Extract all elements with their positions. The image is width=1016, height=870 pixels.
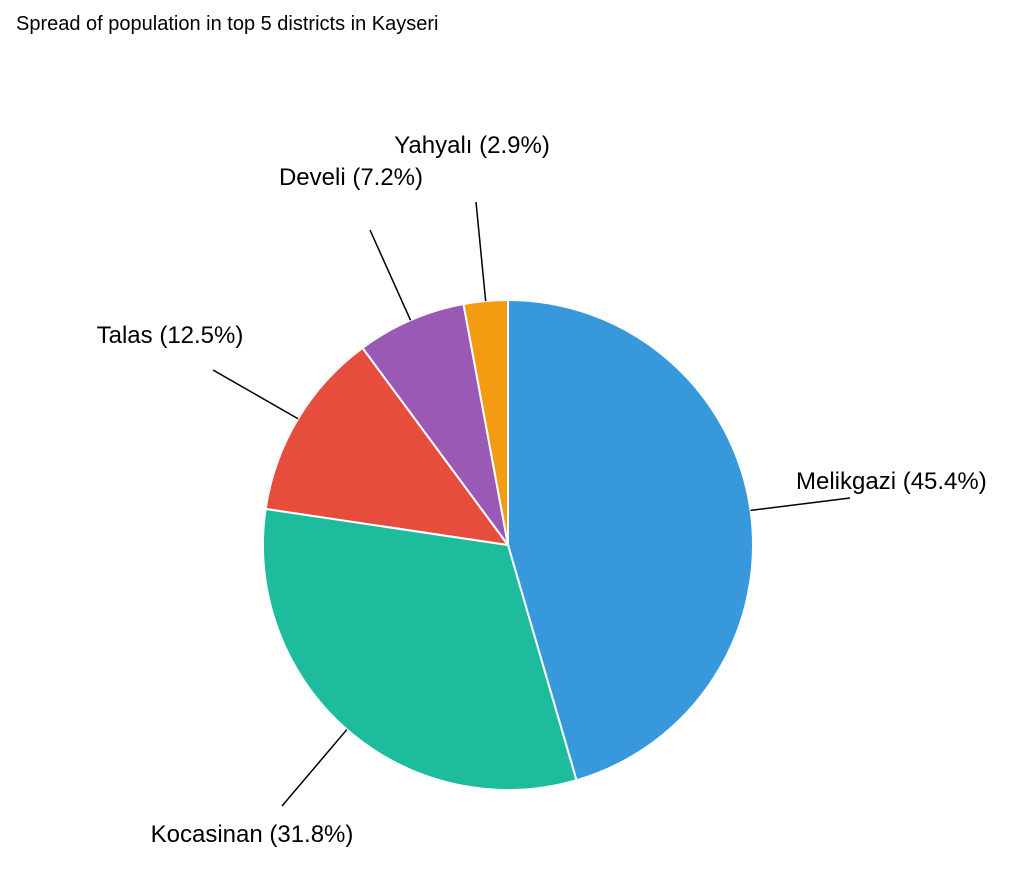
slice-label-melikgazi: Melikgazi (45.4%) (796, 468, 987, 495)
leader-line-develi (369, 229, 412, 321)
slice-kocasinan (262, 507, 578, 791)
pie-slices (262, 298, 754, 791)
leader-line-talas (212, 369, 299, 420)
slice-labels: Melikgazi (45.4%) Kocasinan (31.8%) Talas … (97, 132, 987, 848)
leader-line-kocasinan (281, 729, 348, 807)
leader-lines (212, 201, 851, 807)
chart-title: Spread of population in top 5 districts … (16, 13, 439, 35)
slice-label-talas: Talas (12.5%) (97, 322, 244, 349)
slice-label-yahyal: Yahyalı (2.9%) (394, 132, 550, 159)
slice-label-develi: Develi (7.2%) (279, 164, 423, 191)
slice-develi (361, 302, 509, 546)
slice-melikgazi (507, 298, 754, 782)
slice-talas (264, 346, 511, 547)
leader-line-melikgazi (750, 497, 851, 512)
leader-line-yahyal (475, 201, 487, 302)
slice-label-kocasinan: Kocasinan (31.8%) (151, 821, 354, 848)
